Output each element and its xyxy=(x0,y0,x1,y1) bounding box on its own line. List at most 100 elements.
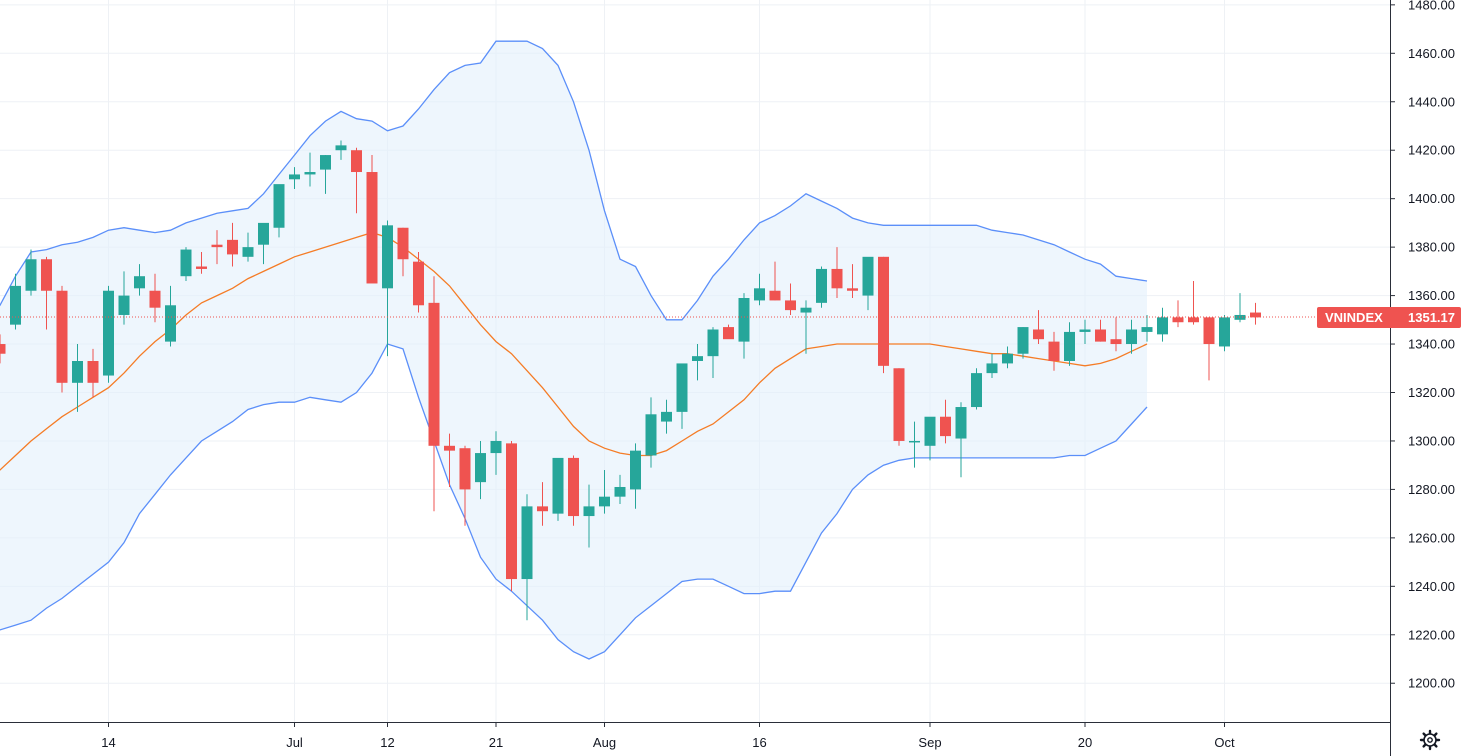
candle xyxy=(924,416,936,461)
x-tick-label: 12 xyxy=(380,735,394,750)
candle-body xyxy=(211,244,223,248)
candle-body xyxy=(1141,327,1153,332)
candle xyxy=(149,273,161,323)
candle xyxy=(785,283,796,315)
candle-body xyxy=(754,288,765,301)
candle-body xyxy=(475,453,486,483)
candle xyxy=(1157,307,1168,342)
y-tick-label: 1280.00 xyxy=(1408,482,1455,497)
y-tick-label: 1200.00 xyxy=(1408,676,1455,691)
candle-body xyxy=(506,443,517,580)
candle-body xyxy=(351,150,362,173)
candle xyxy=(1064,322,1075,366)
candle-body xyxy=(444,445,455,451)
bollinger-upper-line xyxy=(0,40,1148,321)
candle-body xyxy=(986,363,998,374)
candle xyxy=(72,344,83,412)
candle-body xyxy=(118,295,130,315)
candle xyxy=(862,256,874,311)
y-axis-labels: 1200.00 1220.00 1240.00 1260.00 1280.00 1300.… xyxy=(1390,0,1455,691)
candle xyxy=(165,285,176,347)
candle xyxy=(351,147,362,214)
y-tick-label: 1300.00 xyxy=(1408,433,1455,448)
candle xyxy=(986,353,998,378)
candle xyxy=(506,440,517,592)
candle xyxy=(320,155,331,194)
candle-body xyxy=(1250,312,1261,318)
candle-body xyxy=(568,457,579,517)
candle xyxy=(413,251,424,313)
candle-body xyxy=(1002,353,1013,364)
candle xyxy=(568,455,579,526)
candle-body xyxy=(25,259,37,291)
candle xyxy=(1002,346,1013,369)
y-tick-label: 1240.00 xyxy=(1408,579,1455,594)
candle xyxy=(382,220,393,357)
candle-body xyxy=(738,298,750,342)
x-tick-label: 20 xyxy=(1078,735,1092,750)
candle xyxy=(847,264,858,299)
x-tick-label: Aug xyxy=(593,735,616,750)
y-tick-label: 1260.00 xyxy=(1408,530,1455,545)
x-tick-label: 16 xyxy=(752,735,766,750)
candle xyxy=(940,399,951,444)
candle xyxy=(723,324,734,340)
candle xyxy=(118,271,130,325)
y-tick-label: 1220.00 xyxy=(1408,627,1455,642)
candle-body xyxy=(537,506,548,512)
candle xyxy=(1234,293,1246,323)
candle xyxy=(25,249,37,296)
candle xyxy=(196,251,207,274)
candle-body xyxy=(816,268,827,303)
candle-body xyxy=(924,416,936,446)
candle xyxy=(831,247,843,299)
gear-ring xyxy=(1423,733,1437,747)
candle xyxy=(0,334,6,364)
candle xyxy=(1033,310,1044,345)
candle-body xyxy=(878,256,889,366)
candle-body xyxy=(552,457,564,514)
x-tick-label: Sep xyxy=(918,735,941,750)
candle-body xyxy=(831,268,843,289)
price-axis[interactable] xyxy=(1390,0,1463,756)
candle-body xyxy=(661,411,672,422)
candle-body xyxy=(10,285,21,325)
candles xyxy=(0,140,1261,621)
candle xyxy=(971,368,982,410)
candle xyxy=(1203,317,1215,381)
candle xyxy=(955,402,967,478)
candle xyxy=(1219,314,1230,352)
candle-body xyxy=(335,145,347,151)
candle xyxy=(769,261,781,301)
candle xyxy=(335,140,347,160)
settings-gear-icon[interactable] xyxy=(1419,729,1441,751)
candle-body xyxy=(1157,317,1168,335)
candle-body xyxy=(1126,329,1137,345)
candle-body xyxy=(630,450,641,490)
candle-body xyxy=(909,440,920,443)
candle xyxy=(289,167,300,189)
candle-body xyxy=(289,174,300,180)
candle-body xyxy=(971,373,982,408)
candle xyxy=(490,431,502,475)
candle-body xyxy=(149,290,161,308)
candle-body xyxy=(459,448,471,490)
candle-body xyxy=(1188,317,1199,323)
bollinger-basis-line xyxy=(0,231,1148,471)
x-tick-label: Oct xyxy=(1214,735,1235,750)
candle xyxy=(661,399,672,434)
candle-body xyxy=(862,256,874,296)
candle xyxy=(878,256,889,374)
candle xyxy=(1141,314,1153,342)
candle-body xyxy=(382,225,393,289)
time-axis[interactable] xyxy=(0,722,1463,756)
candle-body xyxy=(227,239,238,255)
candle xyxy=(444,433,455,487)
candle-body xyxy=(769,290,781,301)
last-price-label: 1351.17 xyxy=(1408,310,1455,325)
candle xyxy=(1095,319,1106,342)
candle xyxy=(1079,319,1091,345)
candle xyxy=(583,484,595,548)
y-tick-label: 1440.00 xyxy=(1408,94,1455,109)
y-tick-label: 1360.00 xyxy=(1408,288,1455,303)
